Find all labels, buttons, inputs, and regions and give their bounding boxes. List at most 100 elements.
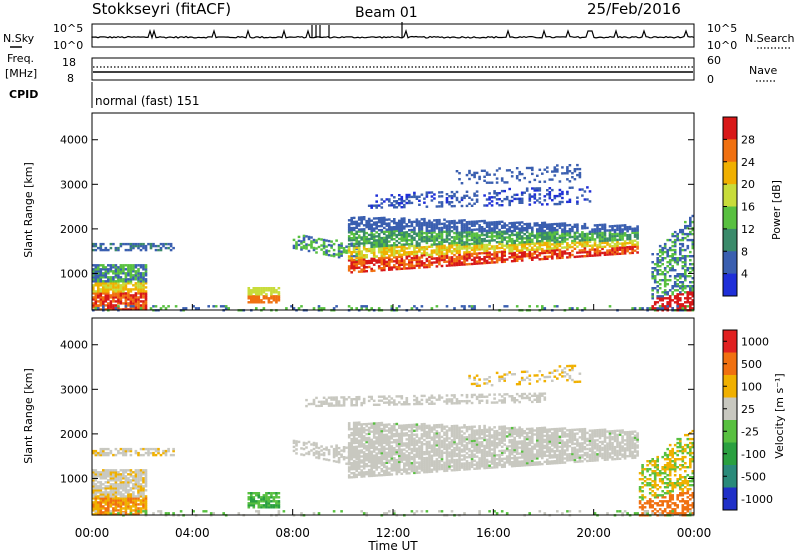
power-mark <box>97 304 100 306</box>
power-mark <box>167 305 170 307</box>
power-mark <box>513 234 516 236</box>
power-mark <box>513 252 516 254</box>
colorbar-swatch <box>723 251 737 274</box>
velocity-mark <box>132 483 135 485</box>
power-mark <box>518 179 521 181</box>
velocity-mark <box>401 425 404 427</box>
noise-right-label: N.Search <box>745 32 795 45</box>
velocity-mark <box>270 494 273 496</box>
velocity-mark <box>363 471 366 473</box>
power-mark <box>591 244 594 246</box>
power-mark <box>365 248 368 250</box>
power-mark <box>689 275 692 277</box>
power-mark <box>544 181 547 183</box>
power-mark <box>378 307 381 309</box>
velocity-mark <box>388 423 391 425</box>
power-mark <box>325 245 328 247</box>
velocity-mark <box>393 433 396 435</box>
velocity-mark <box>406 468 409 470</box>
power-mark <box>619 243 622 245</box>
power-mark <box>137 268 140 270</box>
velocity-mark <box>398 425 401 427</box>
power-mark <box>531 227 534 229</box>
power-mark <box>536 246 539 248</box>
power-mark <box>328 244 331 246</box>
power-mark <box>426 206 429 208</box>
power-mark <box>661 307 664 309</box>
velocity-mark <box>97 501 100 503</box>
power-mark <box>513 222 516 224</box>
power-mark <box>396 222 399 224</box>
velocity-mark <box>127 489 130 491</box>
power-mark <box>117 266 120 268</box>
power-mark <box>664 273 667 275</box>
power-mark <box>117 286 120 288</box>
power-mark <box>626 246 629 248</box>
power-mark <box>401 254 404 256</box>
power-mark <box>378 235 381 237</box>
power-mark <box>260 299 263 301</box>
velocity-mark <box>115 491 118 493</box>
power-mark <box>95 307 98 309</box>
power-mark <box>481 170 484 172</box>
power-mark <box>401 206 404 208</box>
power-mark <box>428 191 431 193</box>
power-mark <box>308 236 311 238</box>
freq-label-line1: Freq. <box>7 52 34 65</box>
power-mark <box>679 291 682 293</box>
power-mark <box>185 307 188 309</box>
power-mark <box>584 223 587 225</box>
power-mark <box>386 257 389 259</box>
power-mark <box>370 230 373 232</box>
velocity-mark <box>406 442 409 444</box>
velocity-mark <box>130 487 133 489</box>
power-mark <box>656 269 659 271</box>
velocity-mark <box>320 445 323 447</box>
power-mark <box>513 194 516 196</box>
velocity-mark <box>328 459 331 461</box>
power-mark <box>586 227 589 229</box>
velocity-mark <box>368 469 371 471</box>
power-mark <box>534 248 537 250</box>
velocity-mark <box>358 472 361 474</box>
velocity-mark <box>438 424 441 426</box>
power-mark <box>569 180 572 182</box>
velocity-mark <box>150 452 153 454</box>
power-mark <box>687 275 690 277</box>
velocity-mark <box>172 448 175 450</box>
power-mark <box>388 204 391 206</box>
power-mark <box>631 240 634 242</box>
power-mark <box>368 266 371 268</box>
power-mark <box>375 200 378 202</box>
velocity-mark <box>378 448 381 450</box>
power-mark <box>448 256 451 258</box>
velocity-mark <box>115 448 118 450</box>
power-mark <box>381 267 384 269</box>
power-mark <box>546 203 549 205</box>
power-mark <box>539 187 542 189</box>
power-mark <box>348 305 351 307</box>
power-mark <box>666 253 669 255</box>
power-mark <box>664 267 667 269</box>
power-mark <box>671 245 674 247</box>
power-mark <box>682 273 685 275</box>
power-mark <box>496 231 499 233</box>
power-mark <box>406 233 409 235</box>
power-mark <box>621 228 624 230</box>
cpid-panel: CPID normal (fast) 151 <box>9 82 199 108</box>
power-mark <box>117 305 120 307</box>
velocity-mark <box>275 492 278 494</box>
power-mark <box>498 204 501 206</box>
power-mark <box>466 247 469 249</box>
velocity-mark <box>451 469 454 471</box>
velocity-mark <box>406 454 409 456</box>
power-mark <box>446 193 449 195</box>
power-mark <box>556 249 559 251</box>
power-mark <box>654 301 657 303</box>
power-mark <box>516 175 519 177</box>
power-mark <box>576 256 579 258</box>
power-mark <box>529 249 532 251</box>
power-mark <box>110 286 113 288</box>
power-mark <box>260 287 263 289</box>
velocity-mark <box>102 487 105 489</box>
